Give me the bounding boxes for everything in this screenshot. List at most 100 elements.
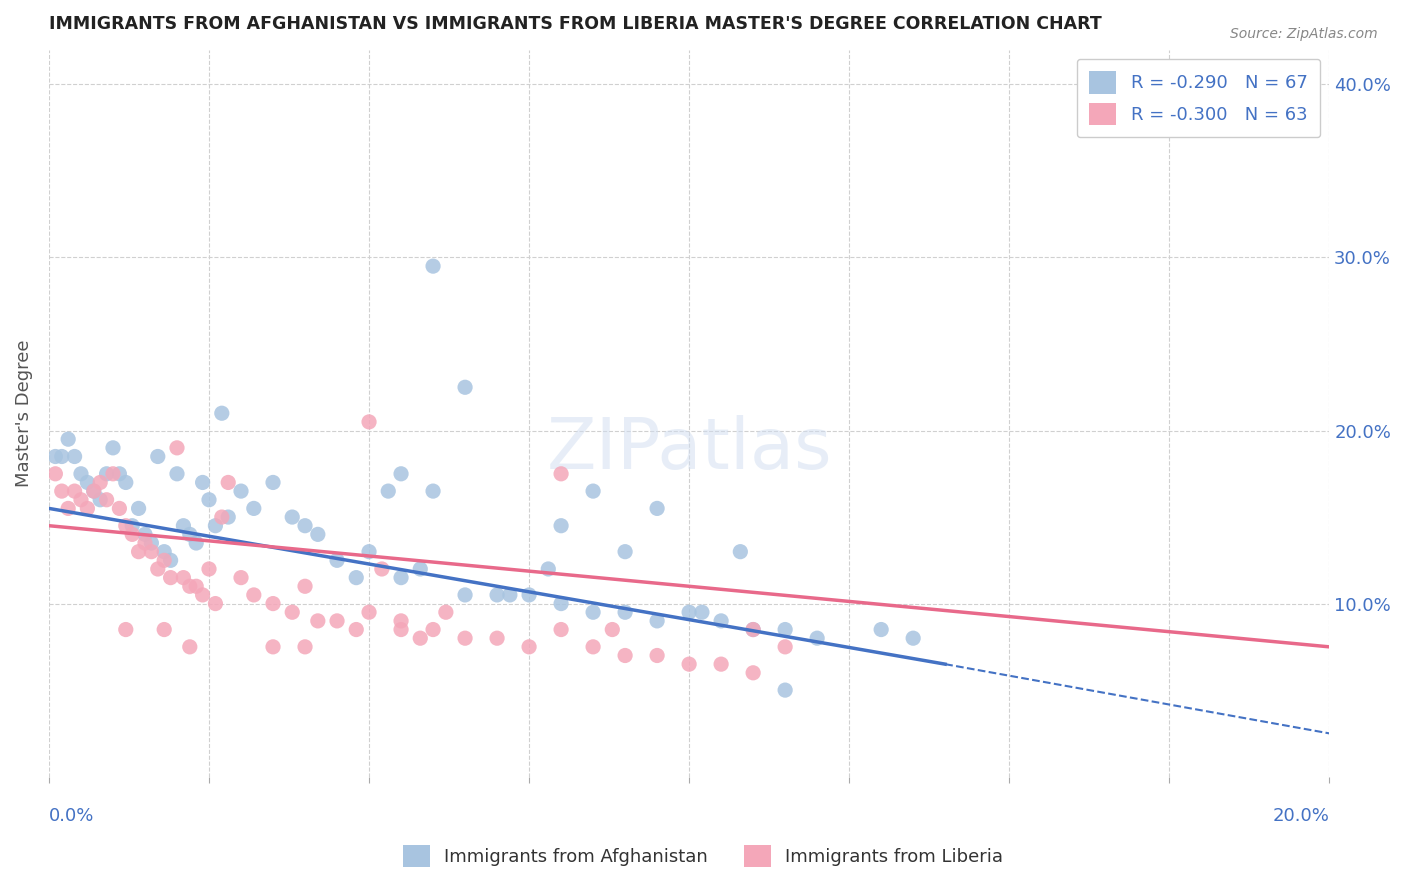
Point <box>166 467 188 481</box>
Point <box>901 631 924 645</box>
Point <box>141 536 163 550</box>
Point <box>357 605 380 619</box>
Point <box>179 527 201 541</box>
Text: Source: ZipAtlas.com: Source: ZipAtlas.com <box>1230 27 1378 41</box>
Point <box>357 544 380 558</box>
Point <box>262 597 284 611</box>
Point <box>645 501 668 516</box>
Point <box>134 536 156 550</box>
Point <box>63 450 86 464</box>
Text: IMMIGRANTS FROM AFGHANISTAN VS IMMIGRANTS FROM LIBERIA MASTER'S DEGREE CORRELATI: IMMIGRANTS FROM AFGHANISTAN VS IMMIGRANT… <box>49 15 1102 33</box>
Text: ZIPatlas: ZIPatlas <box>547 415 832 484</box>
Point <box>377 484 399 499</box>
Point <box>114 518 136 533</box>
Point <box>83 484 105 499</box>
Point <box>44 467 66 481</box>
Point <box>191 475 214 490</box>
Point <box>422 623 444 637</box>
Point <box>153 544 176 558</box>
Point <box>294 640 316 654</box>
Point <box>582 605 605 619</box>
Point <box>454 380 477 394</box>
Point <box>89 492 111 507</box>
Point <box>179 640 201 654</box>
Point <box>114 623 136 637</box>
Point <box>582 640 605 654</box>
Point <box>70 492 93 507</box>
Point <box>262 475 284 490</box>
Point <box>454 588 477 602</box>
Point <box>153 553 176 567</box>
Point <box>678 657 700 672</box>
Legend: Immigrants from Afghanistan, Immigrants from Liberia: Immigrants from Afghanistan, Immigrants … <box>395 838 1011 874</box>
Point <box>294 518 316 533</box>
Point <box>70 467 93 481</box>
Point <box>710 614 733 628</box>
Point <box>101 441 124 455</box>
Point <box>307 527 329 541</box>
Point <box>179 579 201 593</box>
Point <box>96 467 118 481</box>
Point <box>742 623 765 637</box>
Point <box>191 588 214 602</box>
Point <box>186 536 208 550</box>
Point <box>146 562 169 576</box>
Point <box>537 562 560 576</box>
Point <box>108 467 131 481</box>
Point <box>114 475 136 490</box>
Point <box>281 510 304 524</box>
Point <box>108 501 131 516</box>
Point <box>357 415 380 429</box>
Text: 0.0%: 0.0% <box>49 807 94 825</box>
Point <box>141 544 163 558</box>
Point <box>121 527 143 541</box>
Point <box>76 475 98 490</box>
Point <box>326 614 349 628</box>
Point <box>344 571 367 585</box>
Point <box>690 605 713 619</box>
Point <box>63 484 86 499</box>
Point <box>499 588 522 602</box>
Point <box>51 450 73 464</box>
Point <box>153 623 176 637</box>
Point <box>307 614 329 628</box>
Point <box>422 259 444 273</box>
Point <box>326 553 349 567</box>
Point <box>344 623 367 637</box>
Point <box>389 467 412 481</box>
Legend: R = -0.290   N = 67, R = -0.300   N = 63: R = -0.290 N = 67, R = -0.300 N = 63 <box>1077 59 1320 137</box>
Point <box>550 597 572 611</box>
Point <box>96 492 118 507</box>
Point <box>517 588 540 602</box>
Point <box>422 484 444 499</box>
Point <box>678 605 700 619</box>
Point <box>76 501 98 516</box>
Point <box>204 597 226 611</box>
Point <box>159 553 181 567</box>
Point <box>409 631 432 645</box>
Text: 20.0%: 20.0% <box>1272 807 1329 825</box>
Point <box>146 450 169 464</box>
Point <box>409 562 432 576</box>
Point <box>172 518 194 533</box>
Point <box>44 450 66 464</box>
Point <box>614 648 637 663</box>
Point <box>614 544 637 558</box>
Point <box>517 640 540 654</box>
Point <box>742 623 765 637</box>
Point <box>56 432 79 446</box>
Point <box>198 562 221 576</box>
Point <box>243 588 266 602</box>
Point <box>294 579 316 593</box>
Point <box>773 683 796 698</box>
Point <box>134 527 156 541</box>
Point <box>389 614 412 628</box>
Point <box>166 441 188 455</box>
Point <box>262 640 284 654</box>
Point <box>550 467 572 481</box>
Point <box>229 571 252 585</box>
Point <box>186 579 208 593</box>
Point <box>870 623 893 637</box>
Point <box>211 406 233 420</box>
Point <box>742 665 765 680</box>
